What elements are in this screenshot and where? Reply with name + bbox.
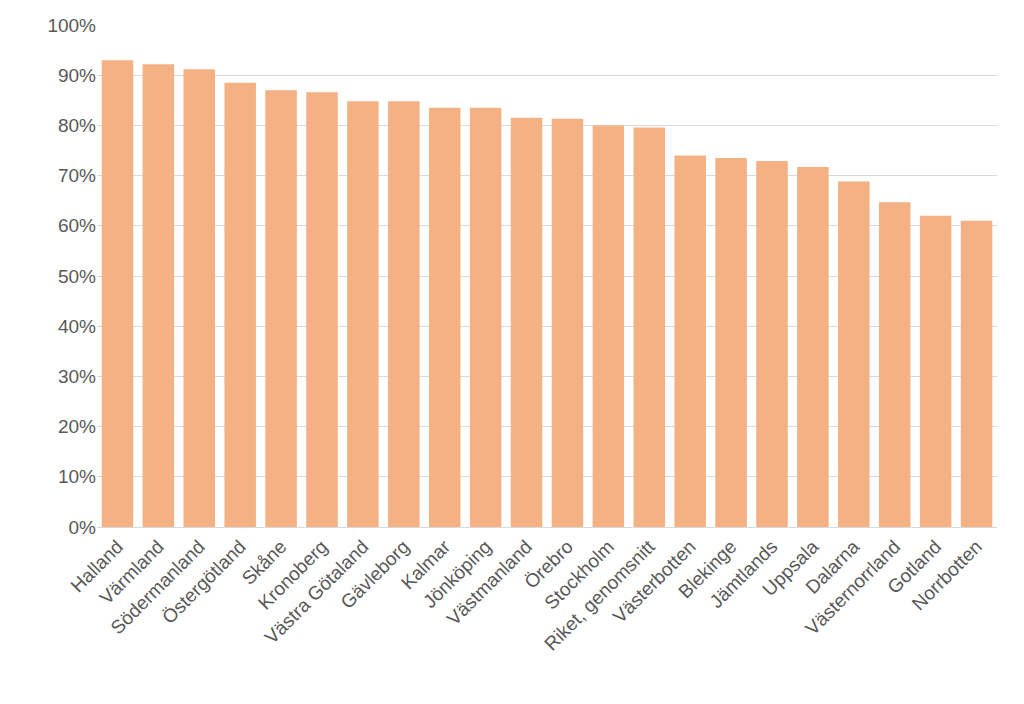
svg-text:Gotland: Gotland <box>883 536 945 598</box>
svg-text:Västmanland: Västmanland <box>443 536 536 629</box>
svg-text:60%: 60% <box>58 215 96 236</box>
svg-text:Västra Götaland: Västra Götaland <box>261 536 373 648</box>
svg-text:Västerbotten: Västerbotten <box>609 536 700 627</box>
svg-text:Riket, genomsnitt: Riket, genomsnitt <box>540 535 659 654</box>
svg-text:50%: 50% <box>58 266 96 287</box>
svg-text:100%: 100% <box>47 15 96 36</box>
svg-text:30%: 30% <box>58 366 96 387</box>
svg-text:Östergötland: Östergötland <box>158 536 250 628</box>
svg-text:Jönköping: Jönköping <box>419 536 495 612</box>
svg-text:Skåne: Skåne <box>238 536 291 589</box>
svg-text:Halland: Halland <box>67 536 127 596</box>
svg-text:Norrbotten: Norrbotten <box>908 536 986 614</box>
svg-text:80%: 80% <box>58 115 96 136</box>
svg-text:Kronoberg: Kronoberg <box>254 536 332 614</box>
svg-text:Dalarna: Dalarna <box>801 536 863 598</box>
svg-text:20%: 20% <box>58 416 96 437</box>
svg-text:Jämtlands: Jämtlands <box>705 536 781 612</box>
svg-text:40%: 40% <box>58 316 96 337</box>
svg-text:0%: 0% <box>69 517 97 538</box>
svg-text:Värmland: Värmland <box>96 536 168 608</box>
svg-text:Kalmar: Kalmar <box>397 536 455 594</box>
svg-text:Gävleborg: Gävleborg <box>337 536 414 613</box>
svg-text:70%: 70% <box>58 165 96 186</box>
svg-text:Stockholm: Stockholm <box>540 536 618 614</box>
svg-text:90%: 90% <box>58 65 96 86</box>
svg-text:Blekinge: Blekinge <box>674 536 740 602</box>
svg-text:Södermanland: Södermanland <box>107 536 209 638</box>
svg-text:10%: 10% <box>58 466 96 487</box>
svg-text:Örebro: Örebro <box>520 536 577 593</box>
svg-text:Uppsala: Uppsala <box>758 536 822 600</box>
svg-text:Västernorrland: Västernorrland <box>801 536 904 639</box>
